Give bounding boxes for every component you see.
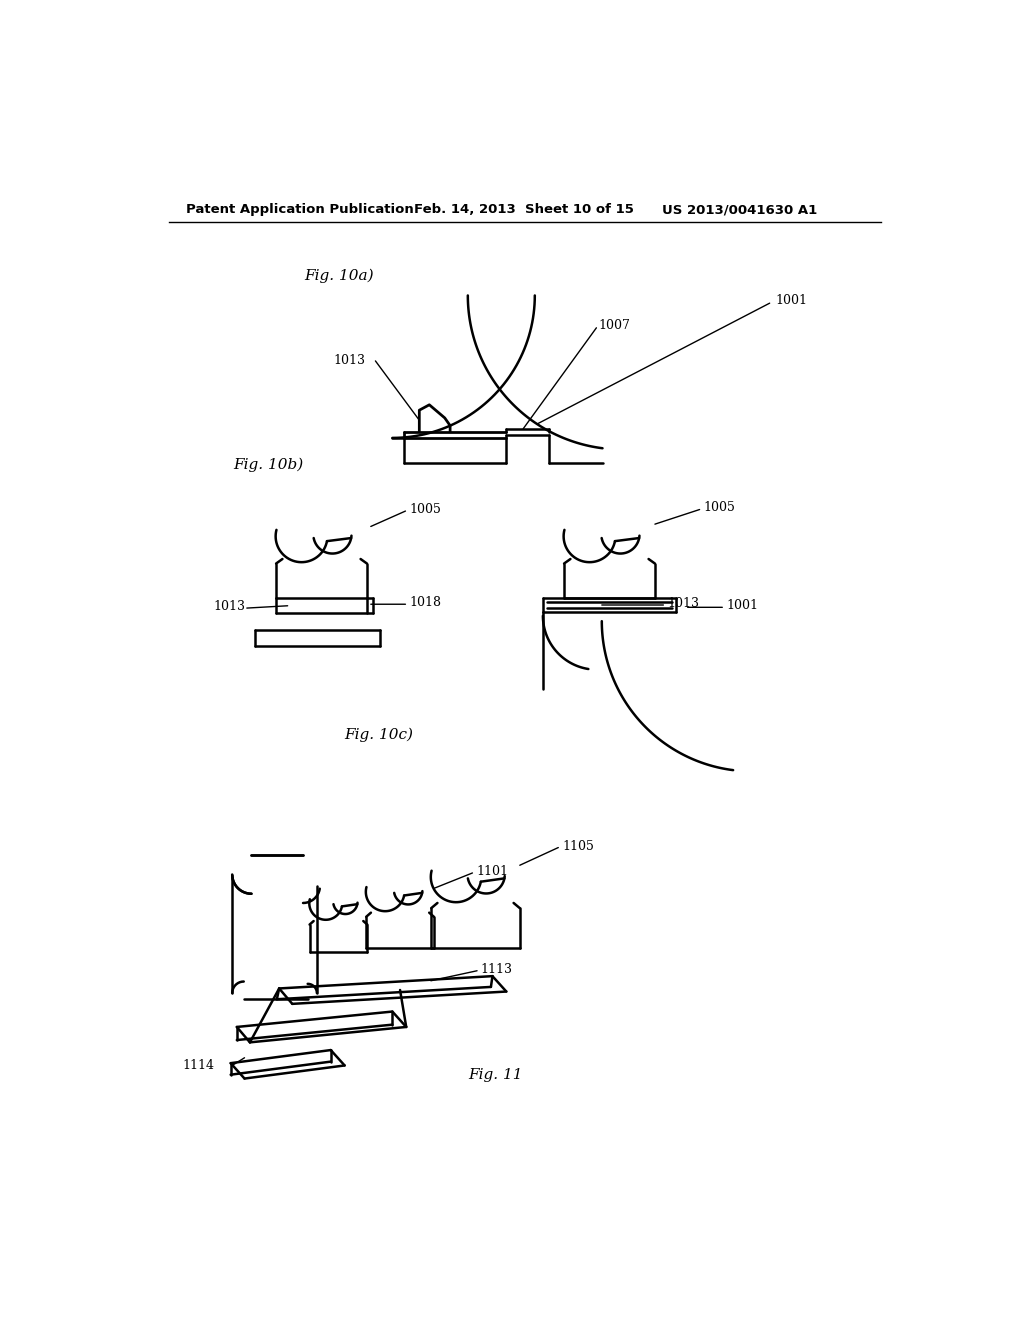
Text: 1001: 1001 — [775, 294, 807, 308]
Text: Patent Application Publication: Patent Application Publication — [186, 203, 414, 216]
Text: 1105: 1105 — [562, 840, 594, 853]
Text: 1013: 1013 — [213, 601, 245, 612]
Text: Fig. 10b): Fig. 10b) — [233, 458, 303, 473]
Text: Feb. 14, 2013  Sheet 10 of 15: Feb. 14, 2013 Sheet 10 of 15 — [414, 203, 634, 216]
Text: 1101: 1101 — [476, 865, 508, 878]
Text: Fig. 11: Fig. 11 — [468, 1068, 522, 1081]
Text: 1001: 1001 — [726, 599, 758, 612]
Text: 1005: 1005 — [703, 502, 735, 515]
Text: 1013: 1013 — [333, 354, 366, 367]
Text: US 2013/0041630 A1: US 2013/0041630 A1 — [662, 203, 817, 216]
Text: 1018: 1018 — [410, 597, 441, 610]
Text: 1113: 1113 — [481, 962, 513, 975]
Text: 1007: 1007 — [599, 319, 631, 333]
Text: 1013: 1013 — [668, 597, 699, 610]
Text: 1114: 1114 — [183, 1059, 215, 1072]
Text: 1005: 1005 — [410, 503, 441, 516]
Text: Fig. 10c): Fig. 10c) — [345, 727, 414, 742]
Text: Fig. 10a): Fig. 10a) — [304, 268, 374, 282]
